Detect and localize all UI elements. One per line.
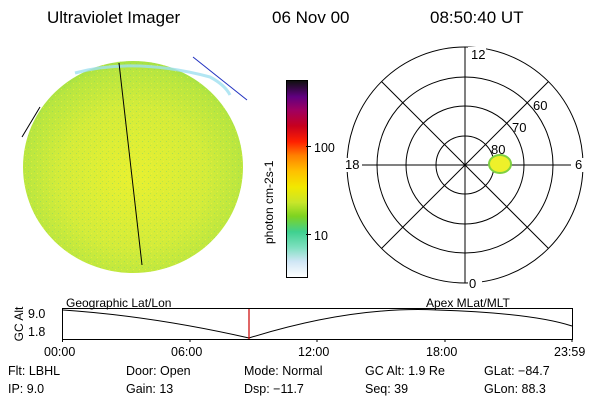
- timeline-y-axis-label: GC Alt: [12, 306, 26, 342]
- orbit-timeline: [62, 308, 573, 342]
- status-mode: Mode: Normal: [244, 364, 323, 378]
- timeline-x-tick-0600: 06:00: [171, 345, 203, 359]
- colorbar: [286, 80, 308, 278]
- colorbar-tick-10: 10: [314, 229, 328, 243]
- status-gc-alt: GC Alt: 1.9 Re: [365, 364, 445, 378]
- status-seq: Seq: 39: [365, 382, 409, 396]
- timeline-right-label: Apex MLat/MLT: [426, 296, 510, 310]
- status-glon: GLon: 88.3: [484, 382, 546, 396]
- status-door: Door: Open: [126, 364, 191, 378]
- mlt-label-12: 12: [471, 47, 485, 62]
- timeline-left-label: Geographic Lat/Lon: [66, 296, 172, 310]
- scan-line: [118, 62, 143, 266]
- instrument-title: Ultraviolet Imager: [47, 8, 181, 27]
- status-filter: Flt: LBHL: [8, 364, 61, 378]
- date-label: 06 Nov 00: [272, 8, 350, 27]
- status-gain: Gain: 13: [126, 382, 174, 396]
- limb-marker-right: [192, 56, 248, 101]
- timeline-y-tick-9: 9.0: [28, 307, 46, 321]
- timeline-y-tick-1.8: 1.8: [28, 325, 46, 339]
- timeline-x-tick-0000: 00:00: [44, 345, 76, 359]
- status-ip: IP: 9.0: [8, 382, 45, 396]
- lat-label-60: 60: [533, 98, 547, 113]
- status-dsp: Dsp: −11.7: [244, 382, 304, 396]
- auroral-spot: [488, 154, 512, 174]
- limb-marker-left: [21, 106, 41, 138]
- time-label: 08:50:40 UT: [430, 8, 524, 27]
- colorbar-tick-100: 100: [314, 141, 335, 155]
- mlt-label-18: 18: [345, 157, 359, 172]
- mlt-label-6: 6: [575, 157, 582, 172]
- lat-label-70: 70: [512, 120, 526, 135]
- lat-label-80: 80: [491, 142, 505, 157]
- status-glat: GLat: −84.7: [484, 364, 550, 378]
- colorbar-unit-label: photon cm-2s-1: [262, 160, 276, 244]
- timeline-x-tick-1200: 12:00: [298, 345, 330, 359]
- timeline-x-tick-2359: 23:59: [554, 345, 586, 359]
- dayside-limb: [74, 64, 232, 96]
- altitude-curve: [62, 309, 573, 339]
- polar-mlt-plot: 12 18 6 0 60 70 80: [340, 46, 585, 290]
- uv-image-panel: [21, 56, 248, 273]
- mlt-label-0: 0: [469, 276, 476, 290]
- timeline-x-tick-1800: 18:00: [426, 345, 458, 359]
